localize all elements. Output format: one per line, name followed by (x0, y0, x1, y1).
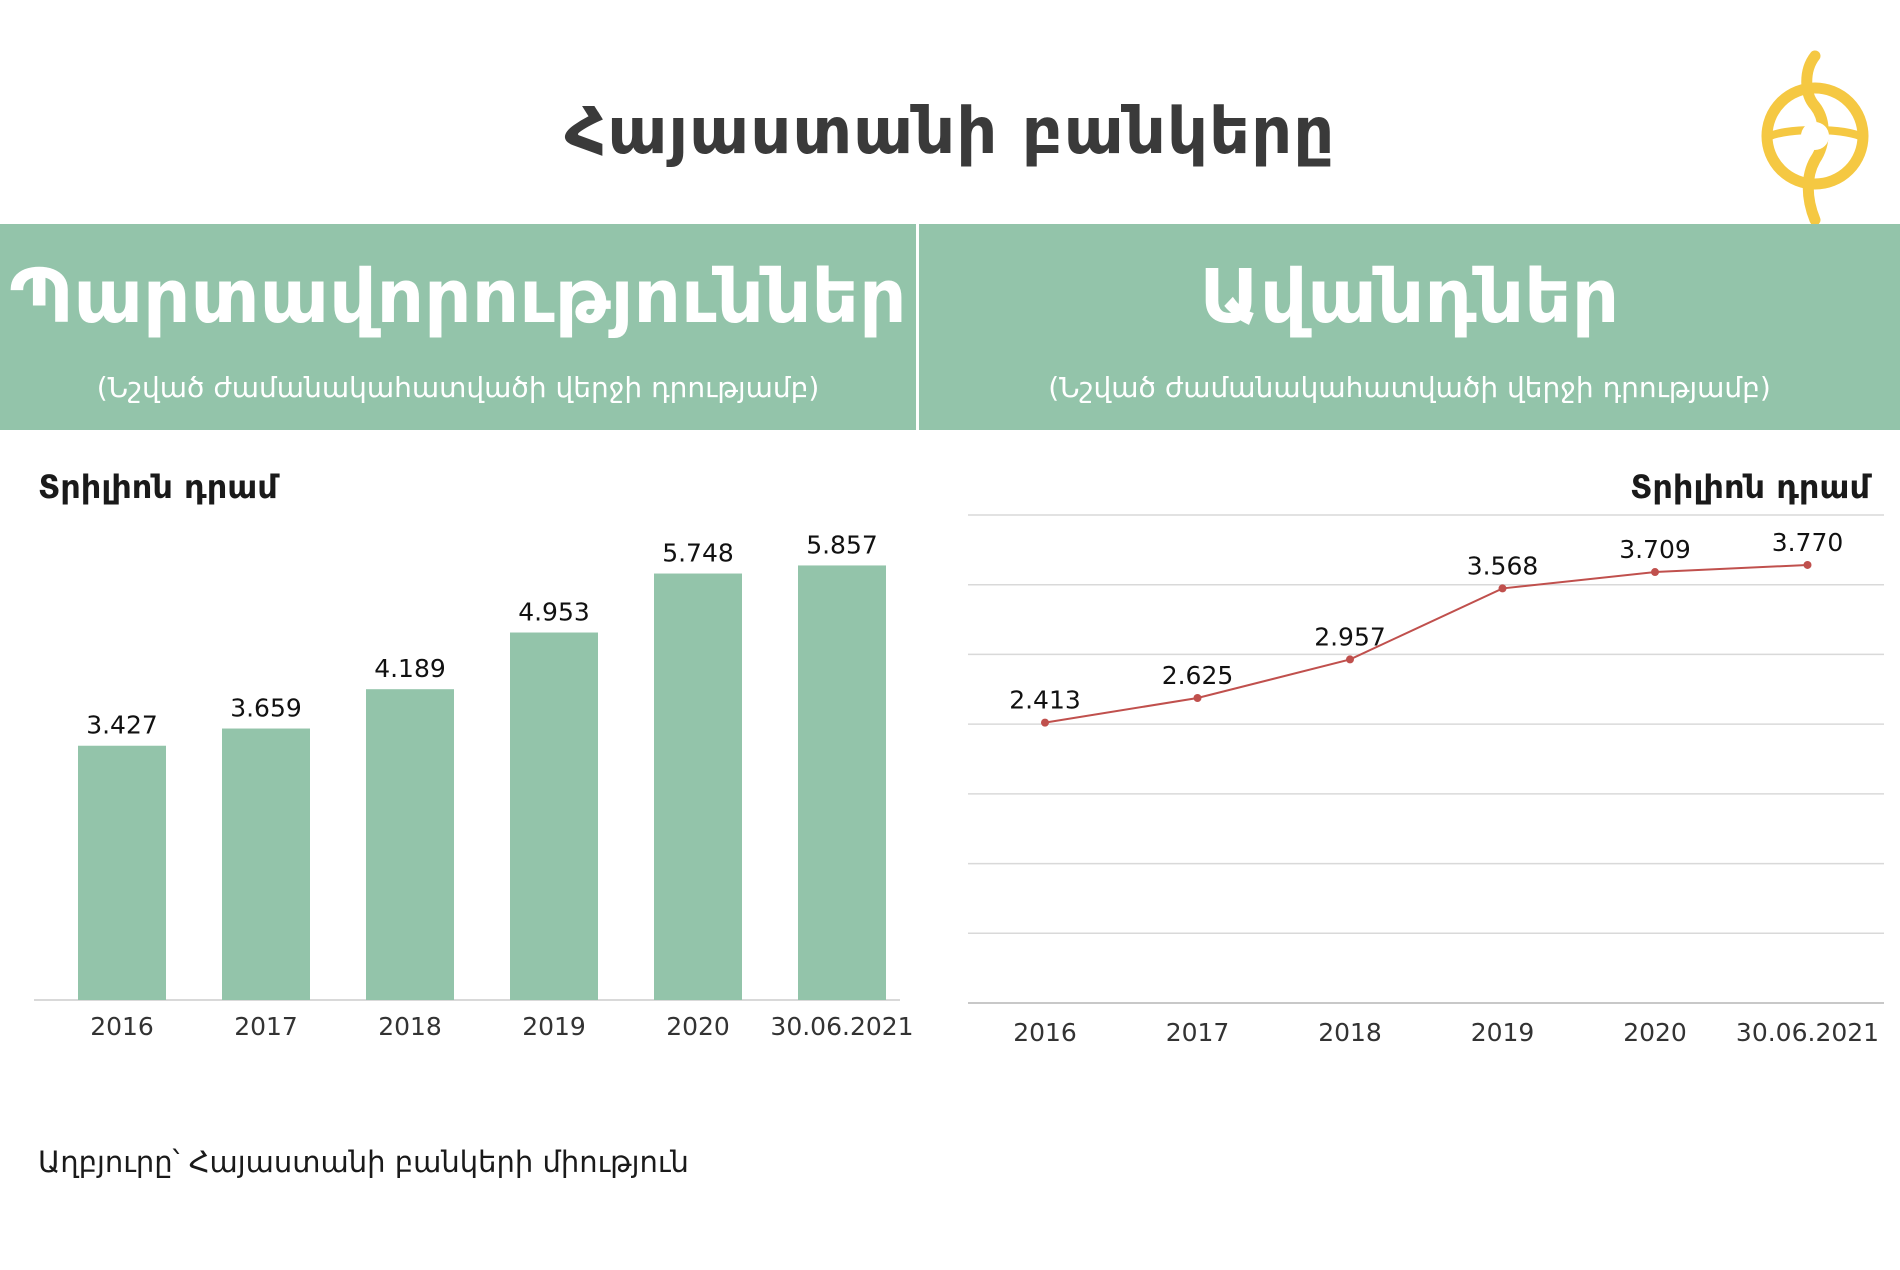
point-value-label: 2.413 (1009, 686, 1081, 715)
series-line (1044, 563, 1808, 724)
liabilities-subtitle: (Նշված ժամանակահատվածի վերջի դրությամբ) (96, 371, 820, 404)
point-value-label: 3.709 (1619, 535, 1691, 564)
deposits-subtitle: (Նշված ժամանակահատվածի վերջի դրությամբ) (1048, 371, 1771, 404)
deposits-title: Ավանդներ (1199, 254, 1620, 340)
x-tick-label: 2018 (378, 1012, 442, 1041)
x-tick-label: 30.06.2021 (1736, 1018, 1879, 1047)
x-tick-label: 2017 (1166, 1018, 1230, 1047)
point-value-label: 3.568 (1467, 551, 1539, 580)
armenian-letter-logo-icon (1761, 50, 1869, 226)
x-tick-label: 2016 (1013, 1018, 1077, 1047)
liabilities-unit-label: Տրիլիոն դրամ (38, 468, 278, 506)
x-tick-label: 30.06.2021 (770, 1012, 913, 1041)
x-tick-label: 2017 (234, 1012, 298, 1041)
bar (222, 728, 310, 1000)
bar-value-label: 3.659 (230, 694, 302, 723)
bar-value-label: 3.427 (86, 711, 158, 740)
band-divider (916, 224, 919, 430)
x-tick-label: 2018 (1318, 1018, 1382, 1047)
data-point (1193, 694, 1202, 702)
point-value-label: 2.625 (1162, 661, 1234, 690)
deposits-header-band: Ավանդներ (Նշված ժամանակահատվածի վերջի դր… (919, 224, 1900, 430)
x-tick-label: 2016 (90, 1012, 154, 1041)
data-point (1651, 568, 1659, 577)
bar (654, 573, 742, 1000)
x-tick-label: 2019 (1471, 1018, 1535, 1047)
bar (366, 689, 454, 1000)
bar-value-label: 4.953 (518, 598, 590, 627)
bar (510, 632, 598, 1000)
data-point (1041, 718, 1049, 727)
point-value-label: 3.770 (1772, 528, 1844, 557)
bar (78, 745, 166, 1000)
data-point (1498, 584, 1507, 593)
point-value-label: 2.957 (1314, 622, 1386, 651)
data-point (1346, 655, 1354, 664)
x-tick-label: 2020 (1623, 1018, 1687, 1047)
x-tick-label: 2020 (666, 1012, 730, 1041)
bar-value-label: 5.748 (662, 539, 734, 568)
source-note: Աղբյուրը՝ Հայաստանի բանկերի միություն (38, 1145, 689, 1179)
page-title: Հայաստանի բանկերը (564, 95, 1336, 169)
bar-value-label: 4.189 (374, 654, 446, 683)
bar (798, 565, 886, 1000)
liabilities-header-band: Պարտավորություններ (Նշված ժամանակահատված… (0, 224, 916, 430)
liabilities-title: Պարտավորություններ (9, 254, 907, 340)
data-point (1803, 560, 1812, 569)
x-tick-label: 2019 (522, 1012, 586, 1041)
bar-value-label: 5.857 (806, 530, 878, 559)
deposits-unit-label: Տրիլիոն դրամ (1630, 468, 1870, 506)
